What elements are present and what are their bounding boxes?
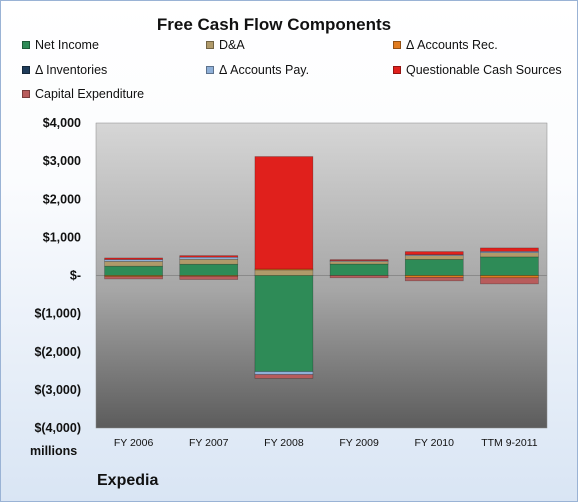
bar-segment [480, 252, 539, 258]
x-category-label: TTM 9-2011 [481, 437, 538, 449]
x-category-label: FY 2006 [114, 437, 154, 449]
bar-segment [179, 256, 239, 260]
chart-title: Free Cash Flow Components [156, 15, 392, 34]
y-tick-label: $2,000 [43, 192, 81, 206]
bar-segment [104, 276, 163, 280]
bar-segment [480, 275, 539, 279]
legend-item: D&A [206, 38, 245, 52]
legend-item: Questionable Cash Sources [393, 63, 562, 77]
legend-swatch [393, 66, 401, 74]
legend-item: Δ Accounts Pay. [206, 63, 309, 77]
legend-item: Capital Expenditure [22, 87, 144, 101]
units-label: millions [30, 444, 78, 458]
bar-segment [480, 251, 539, 254]
bar-segment [329, 275, 389, 279]
x-category-label: FY 2008 [264, 437, 304, 449]
legend-label: Net Income [35, 38, 99, 52]
x-category-label: FY 2009 [339, 437, 379, 449]
x-category-label: FY 2007 [189, 437, 229, 449]
legend-label: Capital Expenditure [35, 87, 145, 101]
bar-segment [480, 247, 539, 252]
bar-segment [480, 256, 539, 276]
bar-segment [404, 259, 464, 276]
legend-swatch [206, 66, 214, 74]
bar-segment [179, 275, 239, 280]
legend-swatch [393, 41, 401, 49]
bar-segment [104, 257, 163, 260]
x-category-label: FY 2010 [414, 437, 454, 449]
legend-item: Δ Inventories [22, 63, 107, 77]
legend-swatch [22, 41, 30, 49]
bar-segment [179, 263, 239, 276]
bar-segment [254, 374, 314, 379]
bar-segment [179, 258, 239, 265]
bar-segment [480, 277, 539, 285]
y-tick-label: $(2,000) [34, 345, 81, 359]
company-label: Expedia [97, 472, 159, 489]
y-tick-label: $- [70, 269, 81, 283]
legend-label: D&A [219, 38, 245, 52]
legend-label: Δ Accounts Rec. [406, 38, 498, 52]
bar-segment [329, 263, 389, 276]
legend-item: Δ Accounts Rec. [393, 38, 498, 52]
bar-segment [404, 255, 464, 260]
y-tick-label: $(3,000) [34, 383, 81, 397]
legend-label: Δ Inventories [35, 63, 108, 77]
bar-segment [179, 255, 239, 258]
legend-swatch [22, 90, 30, 98]
legend-swatch [206, 41, 214, 49]
bar-segment [254, 156, 314, 270]
y-tick-label: $(4,000) [34, 421, 81, 435]
bar-segment [254, 275, 314, 372]
y-tick-label: $3,000 [43, 154, 81, 168]
bar-segment [404, 251, 464, 255]
bar-segment [254, 269, 314, 276]
y-tick-label: $4,000 [43, 116, 81, 130]
legend-item: Net Income [22, 38, 99, 52]
bar-segment [254, 371, 314, 375]
bar-segment [104, 261, 163, 267]
bar-segment [104, 265, 163, 276]
bar-segment [404, 277, 464, 282]
legend-swatch [22, 66, 30, 74]
y-tick-label: $1,000 [43, 230, 81, 244]
legend-label: Δ Accounts Pay. [219, 63, 310, 77]
bar-segment [329, 259, 389, 261]
y-tick-label: $(1,000) [34, 307, 81, 321]
legend-label: Questionable Cash Sources [406, 63, 562, 77]
